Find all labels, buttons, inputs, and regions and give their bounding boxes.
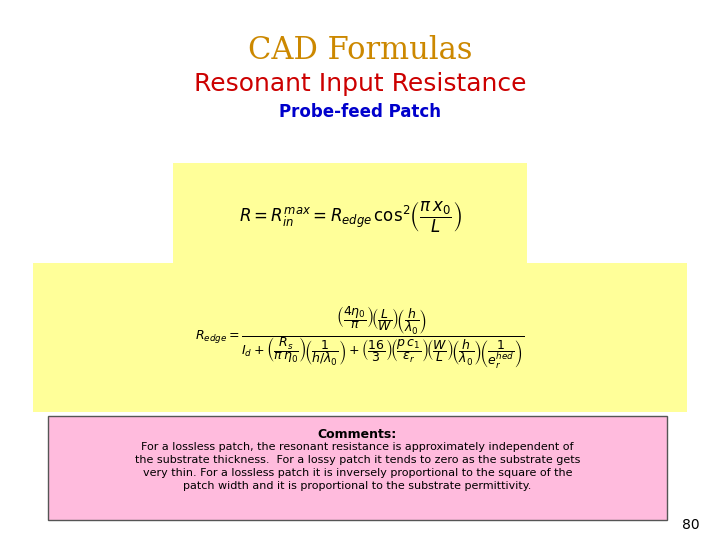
FancyBboxPatch shape [48, 416, 667, 520]
Text: the substrate thickness.  For a lossy patch it tends to zero as the substrate ge: the substrate thickness. For a lossy pat… [135, 455, 580, 465]
Text: Probe-feed Patch: Probe-feed Patch [279, 103, 441, 121]
Text: For a lossless patch, the resonant resistance is approximately independent of: For a lossless patch, the resonant resis… [141, 442, 574, 452]
Text: patch width and it is proportional to the substrate permittivity.: patch width and it is proportional to th… [184, 481, 531, 491]
Text: 80: 80 [683, 518, 700, 532]
Text: CAD Formulas: CAD Formulas [248, 35, 472, 66]
Text: Resonant Input Resistance: Resonant Input Resistance [194, 72, 526, 96]
Text: $R_{edge} = \dfrac{\left(\dfrac{4\eta_0}{\pi}\right)\!\left(\dfrac{L}{W}\right)\: $R_{edge} = \dfrac{\left(\dfrac{4\eta_0}… [195, 305, 525, 370]
Text: Comments:: Comments: [318, 428, 397, 441]
Text: $R = R_{in}^{max} = R_{edge}\,\cos^2\!\left(\dfrac{\pi\, x_0}{L}\right)$: $R = R_{in}^{max} = R_{edge}\,\cos^2\!\l… [238, 200, 462, 235]
FancyBboxPatch shape [173, 163, 527, 272]
Text: very thin. For a lossless patch it is inversely proportional to the square of th: very thin. For a lossless patch it is in… [143, 468, 572, 478]
FancyBboxPatch shape [33, 263, 687, 412]
